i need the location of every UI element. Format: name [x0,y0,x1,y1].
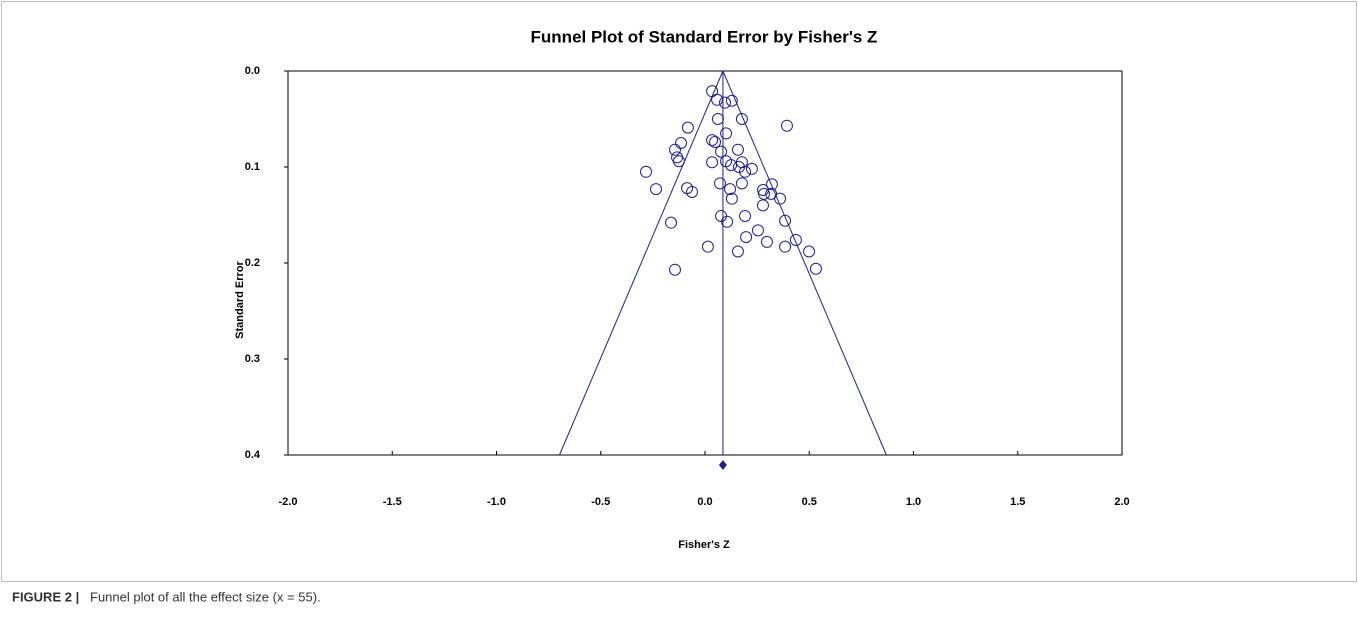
study-point [725,192,738,205]
study-point [672,155,685,168]
study-point [760,235,773,248]
study-point [720,127,733,140]
study-point [715,209,728,222]
caption-text: Funnel plot of all the effect size (x = … [90,589,321,604]
study-point [725,94,738,107]
study-point [765,178,778,191]
study-point [739,209,752,222]
pooled-effect-diamond [718,460,727,470]
x-tick-label: -0.5 [591,496,610,508]
study-point [758,187,771,200]
caption-label: FIGURE 2 | [12,589,79,604]
study-point [774,192,787,205]
study-point [780,119,793,132]
study-point [731,245,744,258]
study-point [681,121,694,134]
x-tick-label: -1.0 [487,496,506,508]
study-point [739,165,752,178]
study-point [719,96,732,109]
y-tick-label: 0.1 [245,161,260,173]
study-point [668,143,681,156]
x-tick-label: -1.5 [383,496,402,508]
y-tick-label: 0.2 [245,257,260,269]
figure-border [1,1,1357,582]
x-tick-label: 1.0 [906,496,921,508]
study-point [745,162,758,175]
study-point [740,231,753,244]
study-point [735,177,748,190]
study-point [789,233,802,246]
y-tick-label: 0.3 [245,353,260,365]
study-point [706,85,719,98]
y-axis-label: Standard Error [234,260,246,338]
study-point [686,185,699,198]
funnel-line [559,70,724,456]
study-point [650,183,663,196]
x-tick-label: 0.5 [802,496,817,508]
x-tick-label: 0.0 [697,496,712,508]
study-point [711,113,724,125]
study-point [715,145,728,158]
study-point [701,240,714,253]
x-tick-label: 1.5 [1010,496,1025,508]
study-point [639,165,652,178]
chart-title: Funnel Plot of Standard Error by Fisher'… [531,27,878,46]
study-point [725,159,738,172]
x-tick-label: 2.0 [1114,496,1129,508]
study-point [809,262,822,275]
study-point [751,224,764,237]
x-axis-label: Fisher's Z [678,539,730,551]
study-point [709,136,722,149]
study-point [675,137,688,149]
study-point [668,263,681,276]
funnel-line [722,70,887,456]
plot-frame [287,70,1123,456]
x-tick-label: -2.0 [279,496,298,508]
study-point [803,245,816,258]
study-point [732,161,745,173]
y-tick-label: 0.4 [245,449,261,461]
study-point [665,216,678,229]
study-point [711,93,724,106]
study-point [706,134,719,147]
study-point [779,240,792,253]
study-point [756,199,769,212]
study-point [706,156,719,169]
study-point [731,143,744,156]
study-point [714,177,727,190]
study-point [724,183,737,196]
study-point [779,214,792,227]
study-point [735,113,748,125]
y-tick-label: 0.0 [245,65,260,77]
study-point [721,215,734,228]
